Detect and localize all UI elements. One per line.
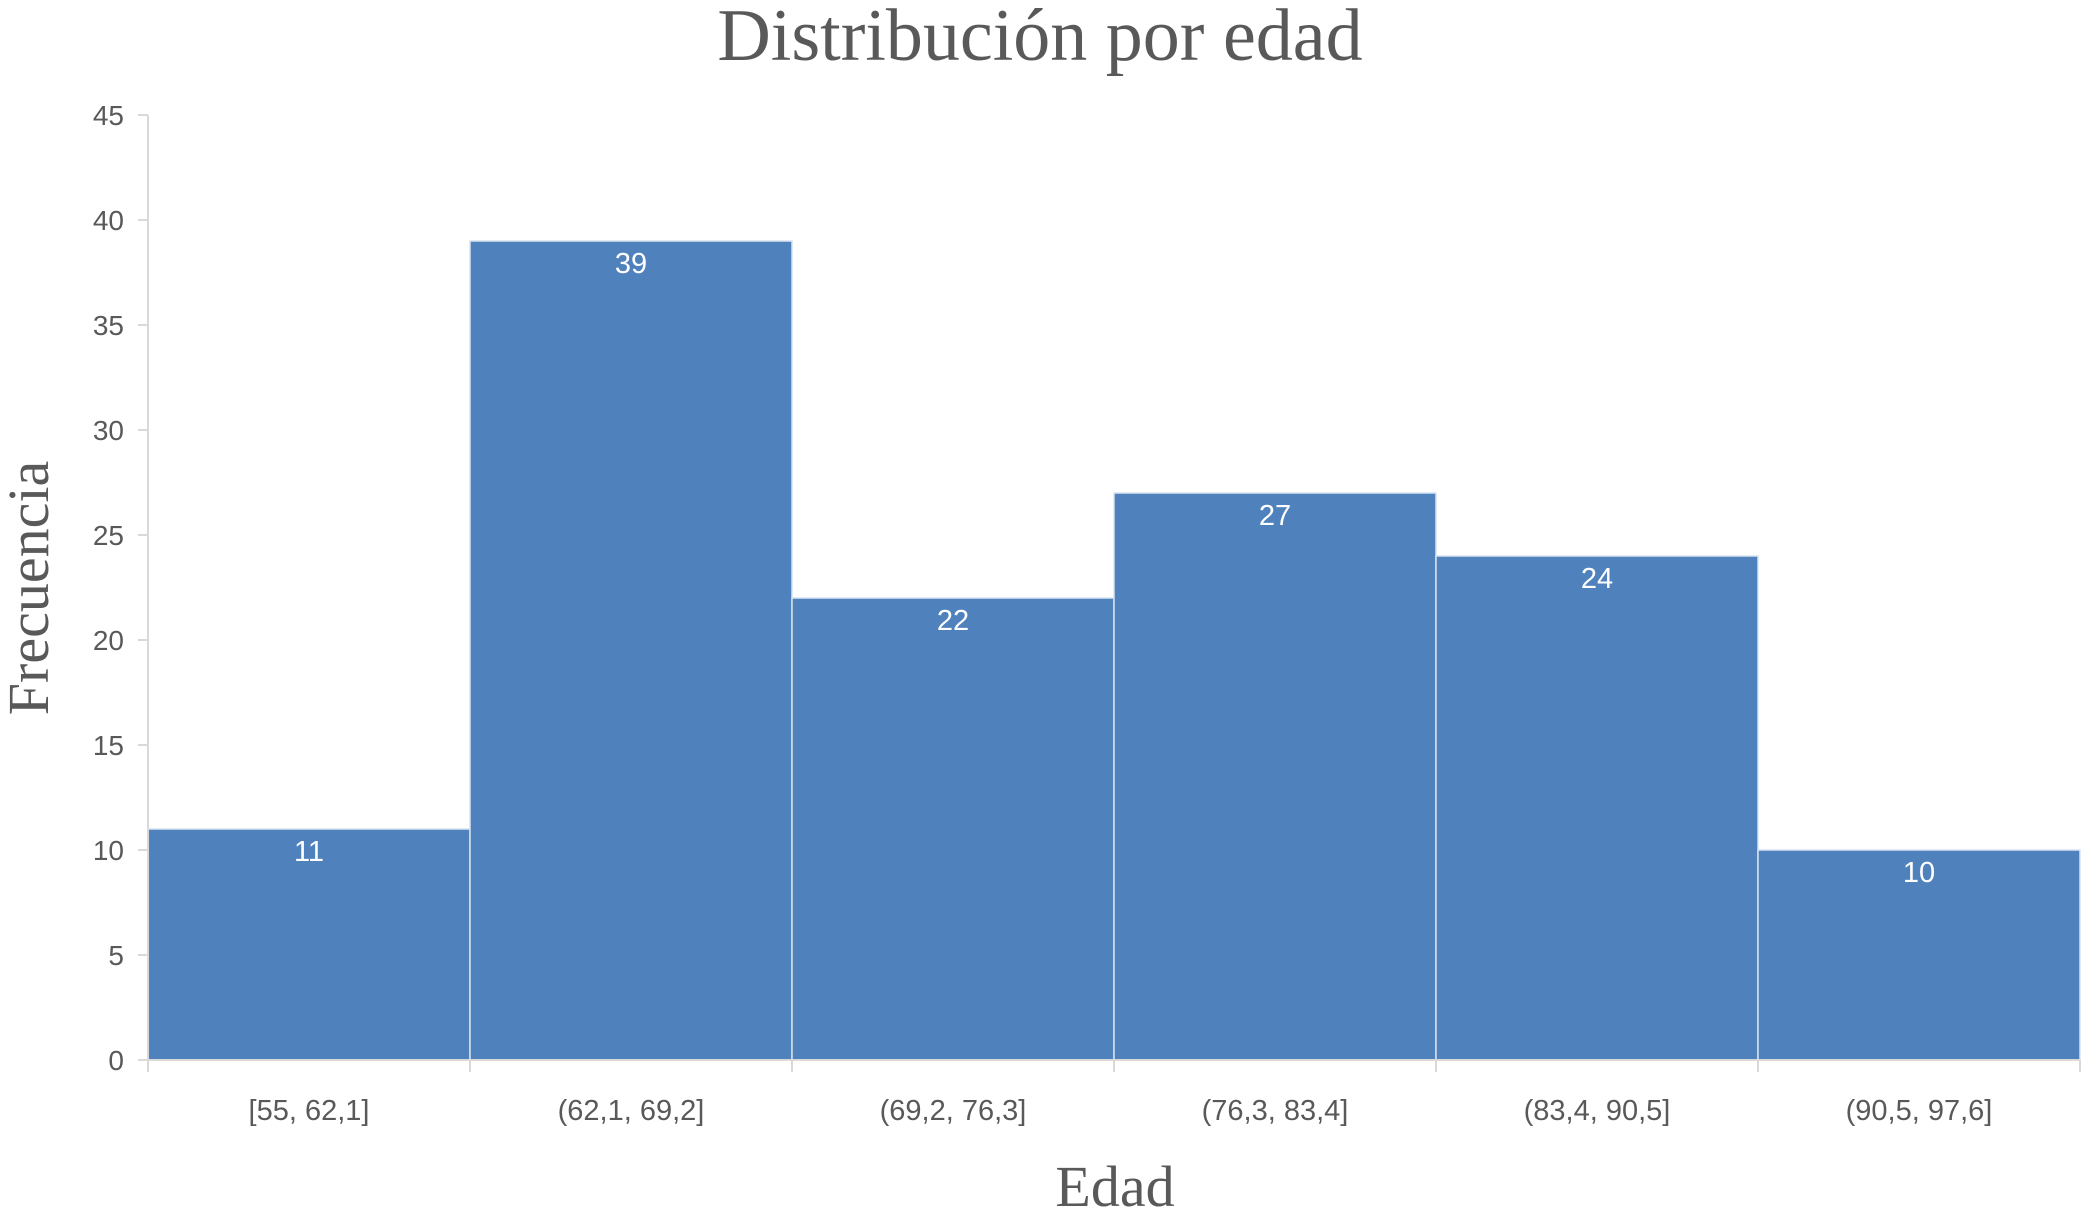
bar-5 [1435,555,1759,1061]
y-tick-label-25: 25 [93,520,124,551]
y-tick-label-10: 10 [93,835,124,866]
axis-layer: 0 5 10 15 20 25 30 35 40 45 [93,100,2081,1076]
bars-layer [147,240,2081,1061]
data-label-2: 39 [615,248,647,280]
data-label-3: 22 [937,605,969,637]
x-axis-title: Edad [1055,1154,1174,1216]
bar-6 [1757,849,2081,1061]
y-tick-label-0: 0 [108,1045,124,1076]
x-category-label-1: [55, 62,1] [249,1095,370,1127]
x-category-label-4: (76,3, 83,4] [1202,1095,1349,1127]
y-tick-label-20: 20 [93,625,124,656]
y-tick-label-35: 35 [93,310,124,341]
data-label-6: 10 [1903,857,1935,889]
bar-4 [1113,492,1437,1061]
bar-2 [469,240,793,1061]
y-tick-label-40: 40 [93,205,124,236]
y-tick-label-15: 15 [93,730,124,761]
x-category-label-6: (90,5, 97,6] [1846,1095,1993,1127]
bar-3 [791,597,1115,1061]
x-category-label-5: (83,4, 90,5] [1524,1095,1671,1127]
data-label-5: 24 [1581,563,1613,595]
data-label-4: 27 [1259,500,1291,532]
data-label-1: 11 [294,836,324,868]
y-tick-label-30: 30 [93,415,124,446]
y-axis-title: Frecuencia [0,461,61,715]
x-category-label-2: (62,1, 69,2] [558,1095,705,1127]
labels-layer: [55, 62,1] (62,1, 69,2] (69,2, 76,3] (76,3,… [249,248,1993,1127]
y-tick-label-45: 45 [93,100,124,131]
bar-1 [147,828,471,1061]
x-category-label-3: (69,2, 76,3] [880,1095,1027,1127]
chart-title: Distribución por edad [717,0,1362,77]
y-tick-label-5: 5 [108,940,124,971]
